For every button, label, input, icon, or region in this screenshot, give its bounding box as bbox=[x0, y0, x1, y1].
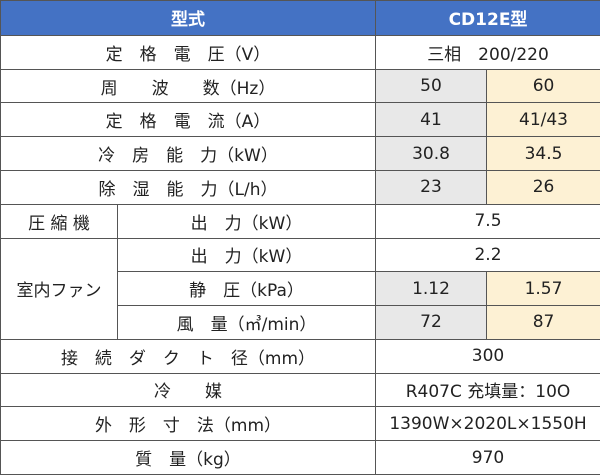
row-cooling-capacity: 冷 房 能 力（kW） 30.8 34.5 bbox=[0, 136, 600, 171]
dehumidify-capacity-label: 除 湿 能 力（L/h） bbox=[0, 170, 376, 205]
indoor-fan-group-label: 室内ファン bbox=[0, 237, 118, 340]
header-model-label: 型式 bbox=[0, 0, 376, 36]
row-dimensions: 外 形 寸 法（mm） 1390W×2020L×1550H bbox=[0, 406, 600, 442]
dimensions-value: 1390W×2020L×1550H bbox=[374, 406, 600, 442]
row-duct-diameter: 接 続 ダ ク ト 径（mm） 300 bbox=[0, 338, 600, 374]
rated-voltage-value: 三相 200/220 bbox=[374, 34, 600, 70]
fan-static-pressure-60hz: 1.57 bbox=[485, 271, 600, 307]
duct-diameter-label: 接 続 ダ ク ト 径（mm） bbox=[0, 338, 376, 374]
frequency-50hz: 50 bbox=[375, 68, 487, 104]
row-frequency: 周 波 数（Hz） 50 60 bbox=[0, 68, 600, 104]
dimensions-label: 外 形 寸 法（mm） bbox=[0, 406, 376, 442]
row-compressor-output: 圧 縮 機 出 力（kW） 7.5 bbox=[0, 203, 600, 239]
rated-current-60hz: 41/43 bbox=[485, 102, 600, 138]
header-model-value: CD12E型 bbox=[374, 0, 600, 36]
rated-voltage-label: 定 格 電 圧（V） bbox=[0, 34, 376, 70]
row-fan-output: 室内ファン 出 力（kW） 2.2 bbox=[0, 237, 600, 340]
duct-diameter-value: 300 bbox=[374, 338, 600, 374]
row-dehumidify-capacity: 除 湿 能 力（L/h） 23 26 bbox=[0, 170, 600, 205]
fan-air-volume-label: 風 量（㎥/min） bbox=[117, 305, 376, 340]
compressor-group-label: 圧 縮 機 bbox=[0, 203, 118, 239]
row-refrigerant: 冷 媒 R407C 充填量：10O bbox=[0, 372, 600, 408]
dehumidify-capacity-60hz: 26 bbox=[485, 170, 600, 205]
row-mass: 質 量（kg） 970 bbox=[0, 440, 600, 475]
fan-output-label: 出 力（kW） bbox=[117, 237, 376, 273]
row-fan-static-pressure: 静 圧（kPa） 1.12 1.57 bbox=[1, 271, 600, 307]
cooling-capacity-60hz: 34.5 bbox=[485, 136, 600, 171]
fan-static-pressure-50hz: 1.12 bbox=[375, 271, 487, 307]
refrigerant-value: R407C 充填量：10O bbox=[374, 372, 600, 408]
frequency-label: 周 波 数（Hz） bbox=[0, 68, 376, 104]
mass-value: 970 bbox=[374, 440, 600, 475]
rated-current-label: 定 格 電 流（A） bbox=[0, 102, 376, 138]
row-fan-air-volume: 風 量（㎥/min） 72 87 bbox=[1, 305, 600, 340]
dehumidify-capacity-50hz: 23 bbox=[375, 170, 487, 205]
row-rated-current: 定 格 電 流（A） 41 41/43 bbox=[0, 102, 600, 138]
compressor-output-value: 7.5 bbox=[374, 203, 600, 239]
compressor-output-label: 出 力（kW） bbox=[117, 203, 376, 239]
fan-static-pressure-label: 静 圧（kPa） bbox=[117, 271, 376, 307]
header-row: 型式 CD12E型 bbox=[0, 0, 600, 36]
cooling-capacity-50hz: 30.8 bbox=[375, 136, 487, 171]
refrigerant-label: 冷 媒 bbox=[0, 372, 376, 408]
frequency-60hz: 60 bbox=[485, 68, 600, 104]
row-rated-voltage: 定 格 電 圧（V） 三相 200/220 bbox=[0, 34, 600, 70]
fan-output-value: 2.2 bbox=[374, 237, 600, 273]
fan-air-volume-60hz: 87 bbox=[485, 305, 600, 340]
fan-air-volume-50hz: 72 bbox=[375, 305, 487, 340]
rated-current-50hz: 41 bbox=[375, 102, 487, 138]
cooling-capacity-label: 冷 房 能 力（kW） bbox=[0, 136, 376, 171]
mass-label: 質 量（kg） bbox=[0, 440, 376, 475]
